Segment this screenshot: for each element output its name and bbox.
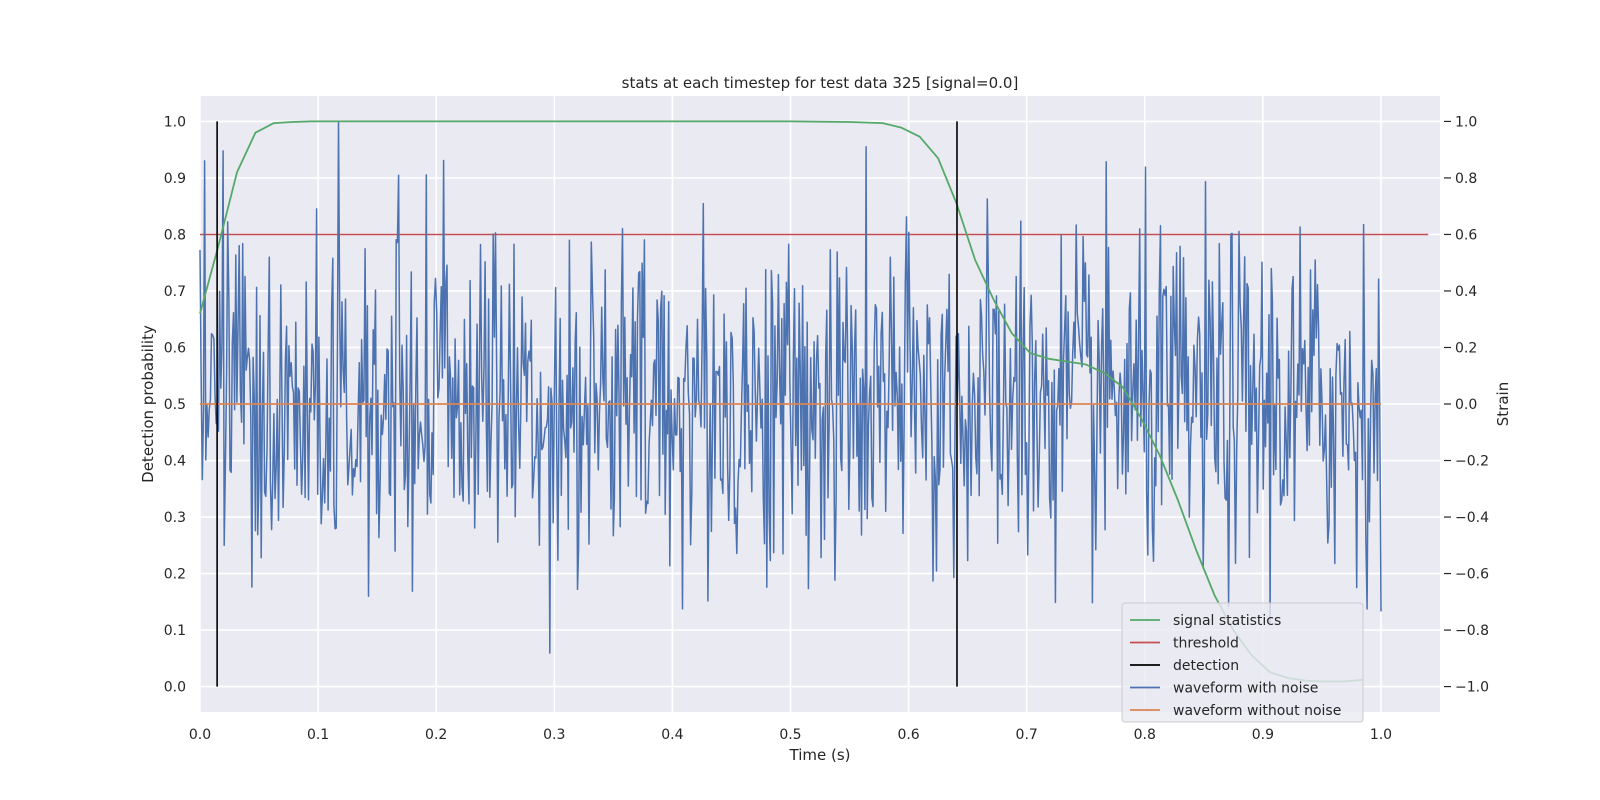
x-axis-label: Time (s) [789, 746, 851, 764]
right-y-tick-label: 0.4 [1455, 284, 1477, 300]
legend-label: detection [1173, 658, 1239, 674]
left-y-axis-label: Detection probability [139, 325, 157, 483]
legend-label: waveform without noise [1173, 703, 1341, 719]
legend: signal statistics threshold detection wavef… [1121, 602, 1364, 723]
x-tick-label: 0.8 [1134, 727, 1156, 743]
legend-frame [1121, 602, 1364, 723]
right-y-tick-label: 0.8 [1455, 171, 1477, 187]
right-y-tick-label: −0.8 [1455, 623, 1489, 639]
left-y-tick-label: 0.6 [164, 340, 186, 356]
left-y-tick-label: 0.8 [164, 227, 186, 243]
left-y-tick-label: 0.0 [164, 680, 186, 696]
legend-label: threshold [1173, 636, 1239, 652]
left-y-tick-label: 0.1 [164, 623, 186, 639]
x-tick-label: 0.9 [1252, 727, 1274, 743]
right-y-tick-label: 1.0 [1455, 114, 1477, 130]
right-y-tick-label: −0.4 [1455, 510, 1489, 526]
x-tick-label: 0.1 [307, 727, 329, 743]
series-layer [199, 120, 1429, 687]
left-y-tick-label: 0.5 [164, 397, 186, 413]
x-tick-label: 0.0 [189, 727, 211, 743]
x-tick-label: 0.7 [1016, 727, 1038, 743]
waveform-with-noise-line [199, 120, 1382, 654]
x-tick-label: 0.4 [661, 727, 683, 743]
left-y-tick-label: 0.4 [164, 454, 186, 470]
ticks-layer: 0.0 0.1 0.2 0.3 0.4 0.5 0.6 0.7 0.8 0.9 1.0 0.0 0.1 0… [164, 114, 1489, 743]
right-y-tick-label: −0.6 [1455, 567, 1489, 583]
right-y-axis-label: Strain [1494, 382, 1512, 426]
legend-label: waveform with noise [1173, 681, 1318, 697]
x-tick-label: 0.2 [425, 727, 447, 743]
right-y-tick-label: 0.0 [1455, 397, 1477, 413]
right-y-tick-label: −0.2 [1455, 454, 1489, 470]
chart-title: stats at each timestep for test data 325… [622, 74, 1019, 92]
right-y-tick-label: 0.6 [1455, 227, 1477, 243]
x-tick-label: 0.5 [779, 727, 801, 743]
left-y-tick-label: 0.3 [164, 510, 186, 526]
right-y-tick-label: −1.0 [1455, 680, 1489, 696]
right-y-tick-label: 0.2 [1455, 340, 1477, 356]
x-tick-label: 0.6 [897, 727, 919, 743]
left-y-tick-label: 0.9 [164, 171, 186, 187]
left-y-tick-label: 0.7 [164, 284, 186, 300]
legend-label: signal statistics [1173, 613, 1281, 629]
x-tick-label: 1.0 [1370, 727, 1392, 743]
left-y-tick-label: 1.0 [164, 114, 186, 130]
left-y-tick-label: 0.2 [164, 567, 186, 583]
x-tick-label: 0.3 [543, 727, 565, 743]
